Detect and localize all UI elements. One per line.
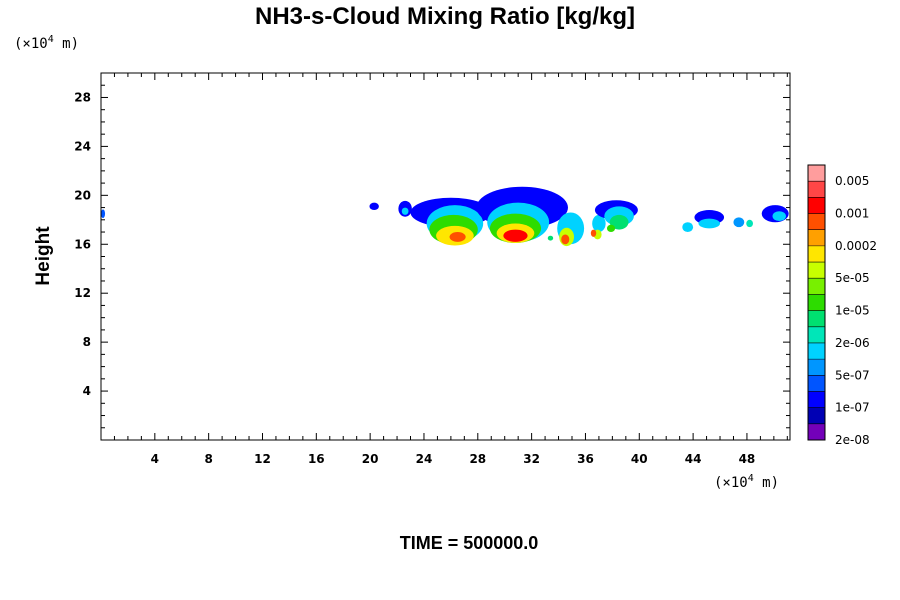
cloud-blob	[449, 232, 466, 242]
colorbar-label: 0.0002	[835, 239, 877, 253]
colorbar: 0.005 0.001 0.0002 5e-05 1e-05 2e-06 5e-07 1e-0…	[807, 164, 877, 447]
cloud-blob	[606, 224, 616, 233]
cloud-blob	[698, 218, 721, 229]
colorbar-swatch	[808, 229, 825, 246]
cloud-blob	[561, 234, 570, 245]
cloud-blob	[101, 209, 106, 218]
cloud-blob	[547, 235, 554, 241]
x-tick-label: 12	[254, 452, 271, 466]
cloud-blob	[682, 222, 694, 233]
colorbar-swatch	[808, 278, 825, 295]
y-axis: 4 8 12 16 20 24 28	[74, 84, 790, 429]
x-tick-label: 28	[469, 452, 486, 466]
colorbar-label: 2e-08	[835, 433, 870, 447]
colorbar-swatch	[808, 391, 825, 408]
x-axis-unit: (×104 m)	[714, 473, 779, 491]
colorbar-swatch	[808, 342, 825, 360]
colorbar-label: 1e-07	[835, 401, 870, 415]
x-tick-label: 44	[685, 452, 702, 466]
time-label: TIME = 500000.0	[400, 533, 539, 553]
y-tick-label: 12	[74, 286, 91, 300]
colorbar-swatch	[808, 197, 825, 214]
x-tick-label: 4	[151, 452, 159, 466]
y-tick-label: 16	[74, 237, 91, 251]
cloud-blob	[772, 211, 786, 222]
cloud-blob	[590, 229, 597, 237]
colorbar-label: 1e-05	[835, 304, 870, 318]
chart-title: NH3-s-Cloud Mixing Ratio [kg/kg]	[255, 3, 635, 30]
cloud-blob	[592, 214, 606, 233]
colorbar-swatch	[808, 375, 825, 392]
x-tick-label: 8	[204, 452, 212, 466]
colorbar-swatch	[808, 213, 825, 230]
colorbar-frame	[807, 164, 826, 441]
x-tick-label: 32	[523, 452, 540, 466]
x-tick-label: 24	[416, 452, 433, 466]
colorbar-swatch	[808, 294, 825, 311]
colorbar-swatch	[808, 181, 825, 198]
y-tick-label: 24	[74, 139, 91, 153]
colorbar-swatch	[808, 165, 825, 182]
x-tick-label: 40	[631, 452, 648, 466]
y-axis-label: Height	[33, 226, 54, 286]
colorbar-label: 0.005	[835, 174, 869, 188]
colorbar-label: 2e-06	[835, 336, 870, 350]
cloud-blob	[401, 207, 409, 215]
x-tick-label: 16	[308, 452, 325, 466]
cloud-blob	[609, 214, 629, 230]
colorbar-swatch	[808, 310, 825, 327]
colorbar-label: 5e-05	[835, 271, 870, 285]
cloud-blob	[746, 219, 753, 228]
cloud-blob	[503, 229, 528, 242]
colorbar-swatch	[808, 326, 825, 343]
cloud-blob	[369, 202, 379, 211]
y-tick-label: 4	[83, 384, 91, 398]
colorbar-swatch	[808, 407, 825, 424]
y-tick-label: 20	[74, 188, 91, 202]
colorbar-swatch	[808, 245, 825, 263]
cloud-field	[101, 186, 789, 247]
x-axis: 4 8 12 16 20 24 28 32 36 40 44 48	[113, 73, 788, 466]
y-tick-label: 8	[83, 335, 91, 349]
plot-frame	[100, 72, 791, 441]
colorbar-swatch	[808, 423, 825, 440]
colorbar-swatch	[808, 359, 825, 376]
y-tick-label: 28	[74, 90, 91, 104]
x-tick-label: 48	[739, 452, 756, 466]
cloud-blob	[733, 217, 745, 228]
x-tick-label: 36	[577, 452, 594, 466]
y-axis-unit: (×104 m)	[14, 34, 79, 52]
colorbar-label: 5e-07	[835, 368, 870, 382]
colorbar-swatch	[808, 262, 825, 279]
x-tick-label: 20	[362, 452, 379, 466]
colorbar-label: 0.001	[835, 207, 869, 221]
